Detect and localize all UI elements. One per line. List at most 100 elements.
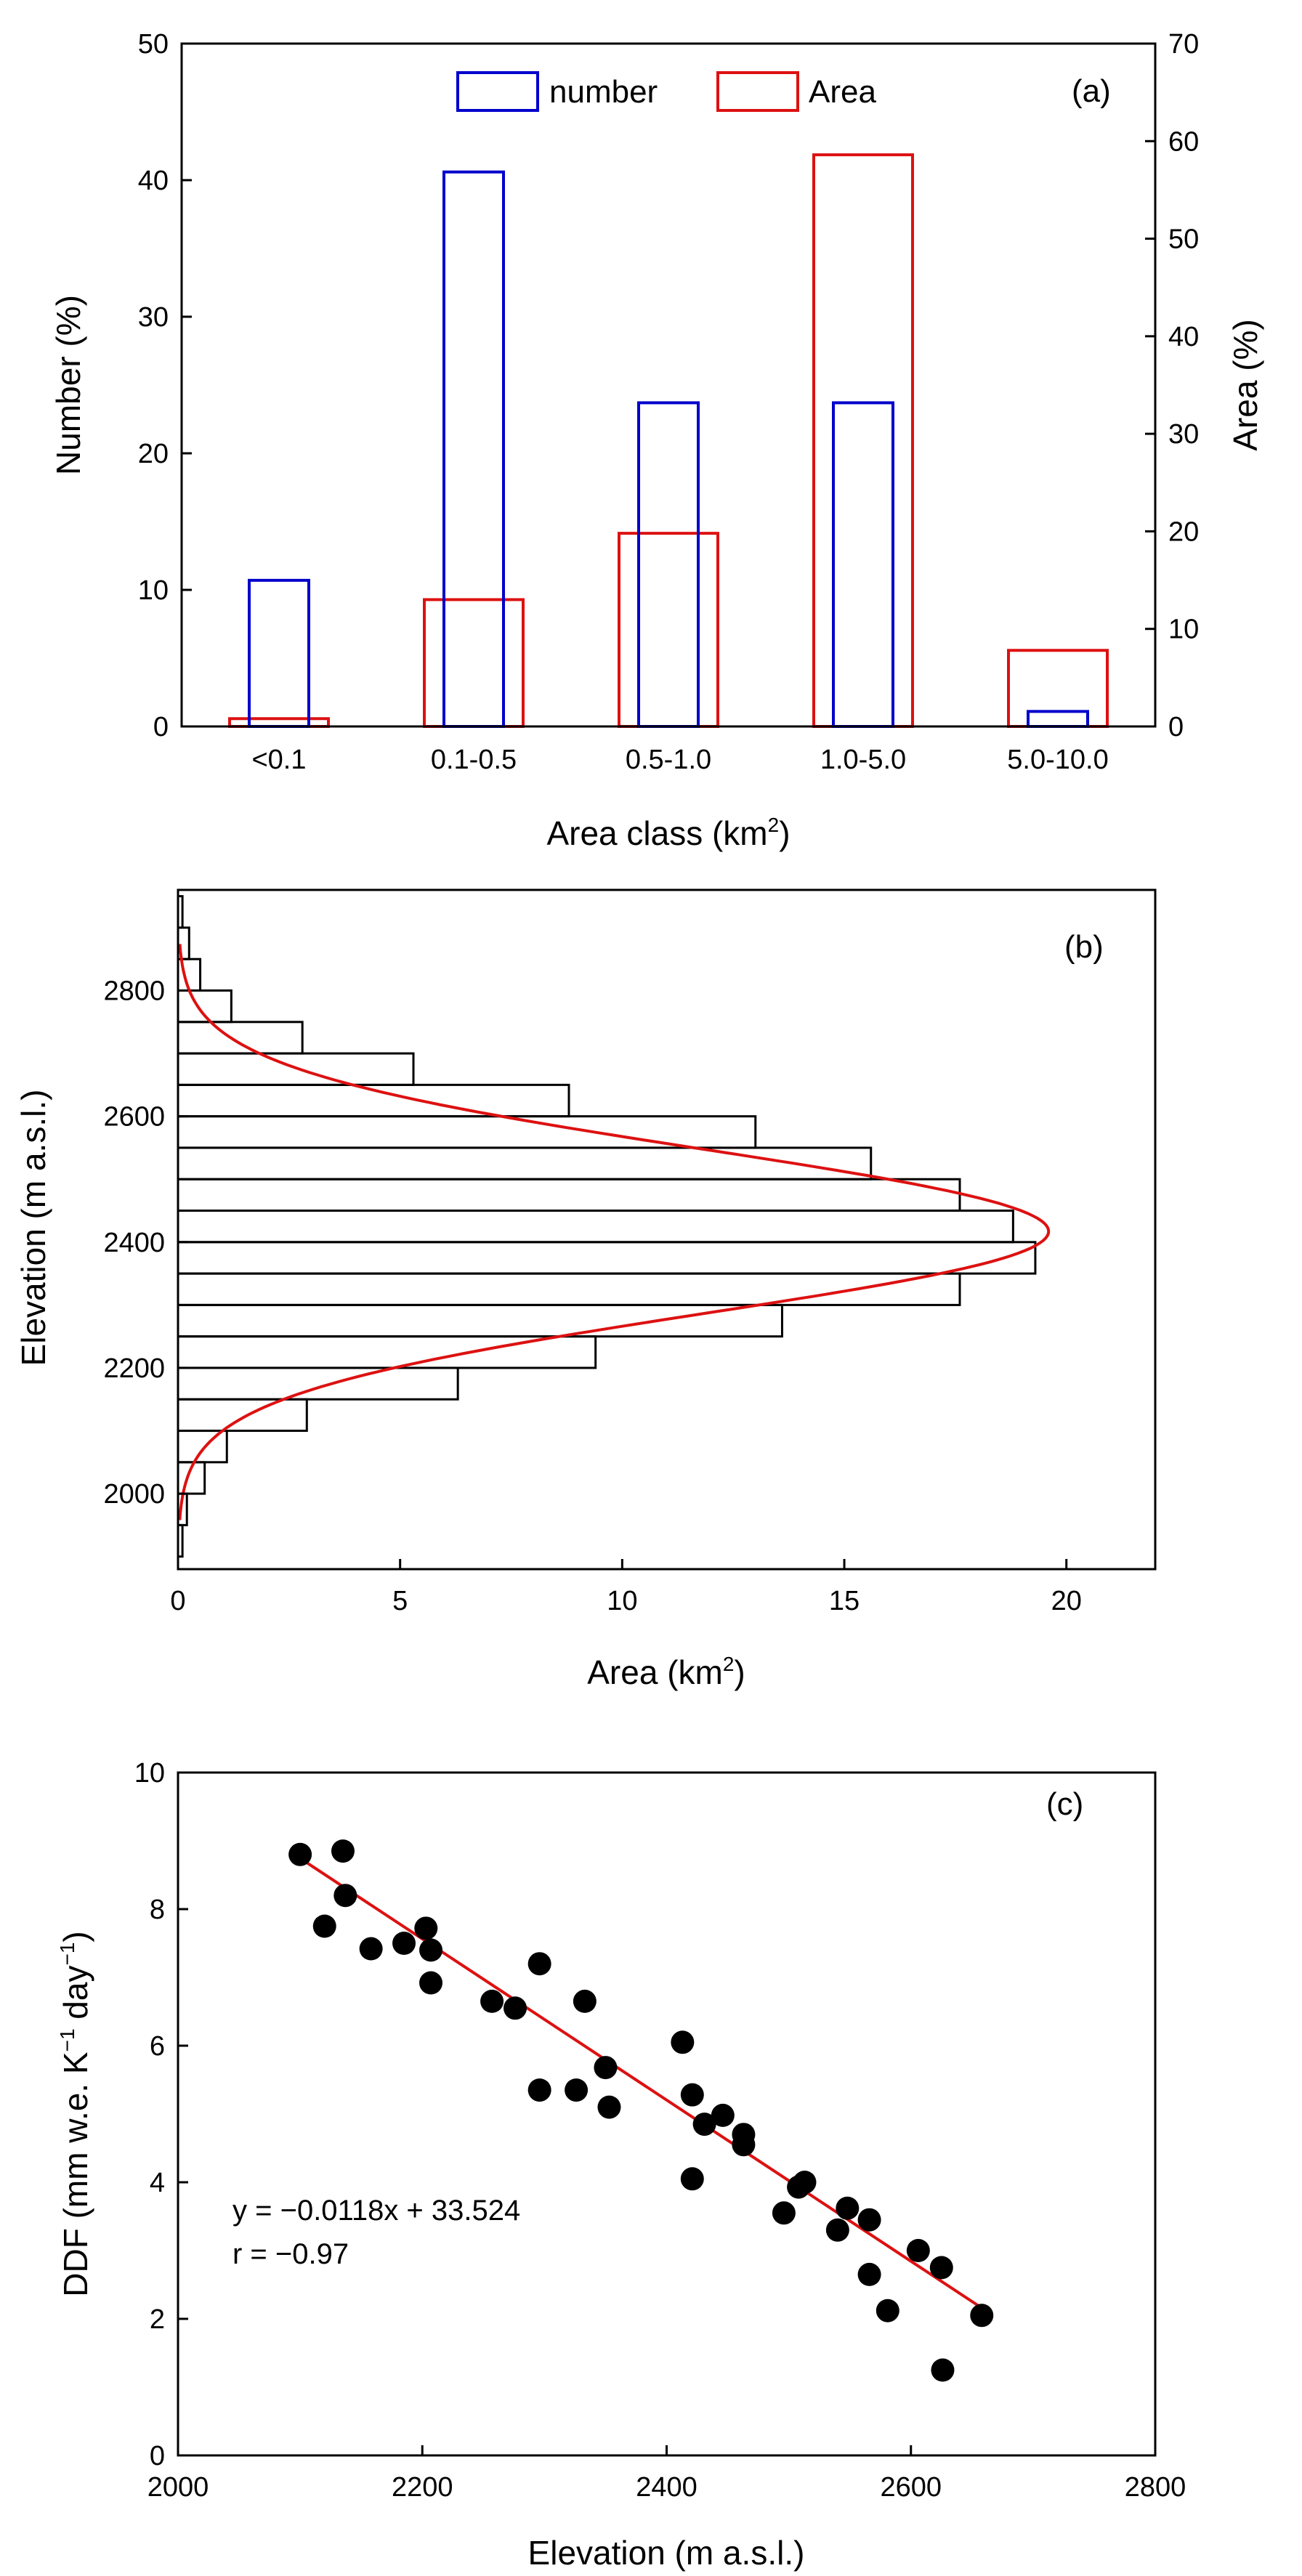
legend-area-label: Area — [809, 74, 876, 110]
histogram-bar — [177, 1241, 1037, 1275]
y-tick-label: 0 — [150, 2441, 165, 2471]
data-point — [359, 1937, 383, 1961]
panel-a-left-axis-title: Number (%) — [49, 295, 87, 475]
panel-a-bars — [228, 153, 1109, 729]
panel-c-equation: y = −0.0118x + 33.524 — [232, 2195, 520, 2227]
y-tick-label-left: 30 — [138, 302, 169, 333]
x-tick-label: 2400 — [636, 2472, 698, 2503]
histogram-bar — [177, 1146, 873, 1180]
data-point — [857, 2208, 881, 2232]
panel-c-scatter-plot: 2000 2200 2400 2600 2800 0 2 4 6 8 10 (c) y = −0.0… — [56, 1758, 1186, 2572]
legend-area-swatch — [716, 71, 799, 112]
data-point — [906, 2239, 930, 2262]
x-tick-label: 0.1-0.5 — [431, 745, 517, 775]
panel-b-plot-frame — [177, 888, 1157, 1571]
data-point — [565, 2078, 589, 2102]
x-tick-label: 2600 — [880, 2472, 942, 2503]
legend-number-swatch — [456, 71, 539, 112]
data-point — [331, 1839, 355, 1863]
panel-c-regression-line — [299, 1857, 983, 2309]
y-tick-label-left: 0 — [153, 712, 169, 742]
y-tick-label: 2600 — [103, 1102, 165, 1133]
histogram-bar — [177, 1021, 304, 1055]
x-tick-label: 1.0-5.0 — [820, 745, 906, 775]
x-tick-label: 5 — [392, 1586, 408, 1616]
x-tick-label: 5.0-10.0 — [1007, 745, 1108, 775]
data-point — [825, 2218, 849, 2242]
panel-c-correlation: r = −0.97 — [232, 2238, 349, 2270]
y-tick-label-right: 50 — [1168, 224, 1199, 255]
panel-a-x-axis-title: Area class (km2) — [546, 814, 790, 852]
y-tick-label-left: 50 — [138, 29, 169, 60]
histogram-bar — [177, 1398, 308, 1433]
data-point — [573, 1989, 597, 2013]
x-tick-label: 10 — [607, 1586, 637, 1616]
data-point — [594, 2056, 618, 2080]
data-point — [527, 2078, 551, 2102]
y-tick-label: 2200 — [103, 1353, 165, 1384]
data-point — [857, 2262, 881, 2286]
data-point — [480, 1989, 504, 2013]
histogram-bar — [177, 1178, 961, 1212]
data-point — [772, 2201, 796, 2225]
panel-b-y-axis-title: Elevation (m a.s.l.) — [15, 1090, 52, 1366]
panel-c-x-axis-title: Elevation (m a.s.l.) — [528, 2534, 805, 2572]
panel-b-gaussian-fit-curve — [178, 944, 1051, 1520]
y-tick-label-right: 60 — [1168, 126, 1199, 157]
panel-c-label: (c) — [1046, 1786, 1083, 1822]
panel-a-right-axis-title: Area (%) — [1226, 319, 1264, 450]
number-bar — [1027, 710, 1089, 729]
histogram-bar — [177, 1430, 228, 1464]
y-tick-label-right: 70 — [1168, 29, 1199, 60]
y-tick-label: 2400 — [103, 1228, 165, 1258]
data-point — [333, 1884, 357, 1908]
number-bar — [832, 401, 894, 728]
y-tick-label-left: 20 — [138, 439, 169, 469]
legend-number-label: number — [549, 74, 658, 110]
histogram-bar — [177, 1210, 1014, 1244]
y-tick-label: 8 — [150, 1895, 165, 1925]
y-tick-label: 2 — [150, 2304, 165, 2335]
data-point — [732, 2133, 756, 2157]
panel-a-legend: number Area — [456, 71, 876, 112]
data-point — [793, 2171, 817, 2194]
data-point — [504, 1996, 527, 2020]
panel-a-plot-frame — [180, 42, 1157, 728]
data-point — [392, 1932, 416, 1955]
data-point — [288, 1842, 312, 1866]
area-bar — [812, 153, 914, 729]
data-point — [414, 1916, 438, 1940]
y-tick-label-left: 40 — [138, 166, 169, 196]
data-point — [419, 1971, 443, 1995]
data-point — [671, 2030, 695, 2054]
y-tick-label-right: 30 — [1168, 419, 1199, 450]
data-point — [692, 2113, 716, 2136]
panel-a-bar-chart: <0.1 0.1-0.5 0.5-1.0 1.0-5.0 5.0-10.0 0 10 20 30… — [49, 29, 1264, 852]
y-tick-label: 4 — [150, 2168, 165, 2198]
number-bar — [248, 578, 310, 729]
data-point — [419, 1938, 443, 1962]
area-bar — [423, 598, 525, 729]
data-point — [680, 2083, 704, 2107]
y-tick-label-right: 0 — [1168, 712, 1184, 742]
x-tick-label: 2200 — [392, 2472, 453, 2503]
panel-a-label: (a) — [1072, 73, 1111, 109]
x-tick-label: 20 — [1051, 1586, 1082, 1616]
y-tick-label: 6 — [150, 2031, 165, 2062]
y-tick-label-right: 40 — [1168, 322, 1199, 352]
x-tick-label: 2000 — [147, 2472, 209, 2503]
area-bar — [618, 532, 719, 728]
y-tick-label-right: 10 — [1168, 615, 1199, 645]
number-bar — [637, 401, 700, 728]
area-bar — [1007, 649, 1109, 728]
data-point — [312, 1914, 336, 1938]
data-point — [680, 2167, 704, 2191]
y-tick-label-right: 20 — [1168, 517, 1199, 547]
histogram-bar — [177, 1366, 459, 1401]
histogram-bar — [177, 1303, 783, 1338]
panel-c-axis-ticks: 2000 2200 2400 2600 2800 0 2 4 6 8 10 — [134, 1758, 1186, 2503]
data-point — [931, 2358, 955, 2382]
data-point — [711, 2103, 735, 2127]
number-bar — [442, 170, 505, 729]
